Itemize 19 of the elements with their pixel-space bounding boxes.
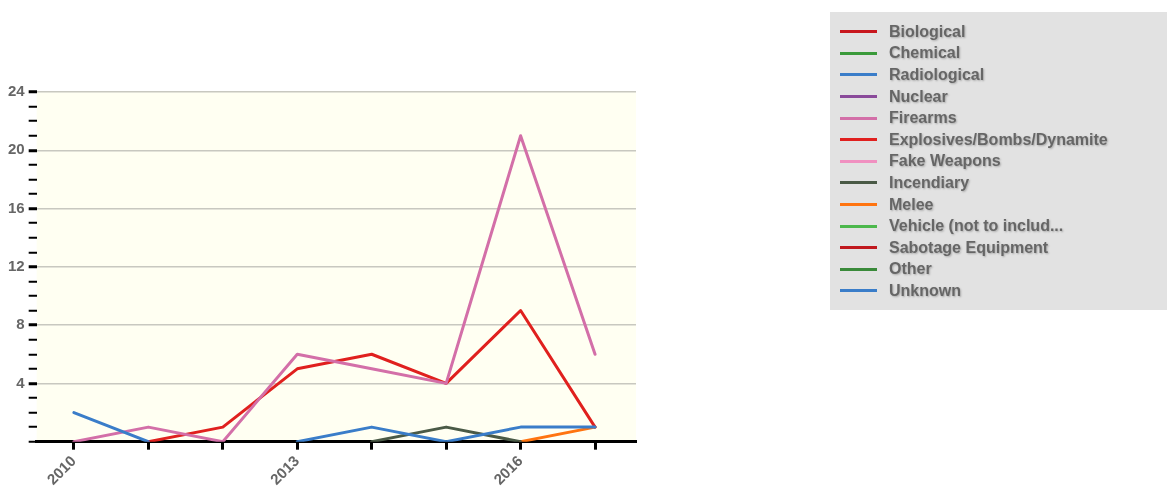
y-tick-label: 12 (8, 256, 25, 274)
legend-label: Nuclear (889, 87, 948, 106)
legend-label: Other (889, 260, 932, 279)
legend-label: Melee (889, 195, 934, 214)
legend-label: Vehicle (not to includ... (889, 217, 1064, 236)
legend-label: Sabotage Equipment (889, 238, 1049, 257)
legend-label: Firearms (889, 109, 957, 128)
legend-label: Chemical (889, 44, 961, 63)
y-tick-label: 20 (8, 140, 25, 158)
y-tick-label: 4 (16, 373, 26, 391)
legend-label: Incendiary (889, 173, 970, 192)
y-tick-label: 24 (8, 82, 26, 100)
legend-label: Radiological (889, 65, 985, 84)
legend-label: Explosives/Bombs/Dynamite (889, 130, 1108, 149)
y-tick-label: 8 (16, 315, 25, 333)
legend-label: Fake Weapons (889, 152, 1001, 171)
legend-label: Biological (889, 22, 966, 41)
legend-label: Unknown (889, 281, 961, 300)
y-tick-label: 16 (8, 198, 25, 216)
